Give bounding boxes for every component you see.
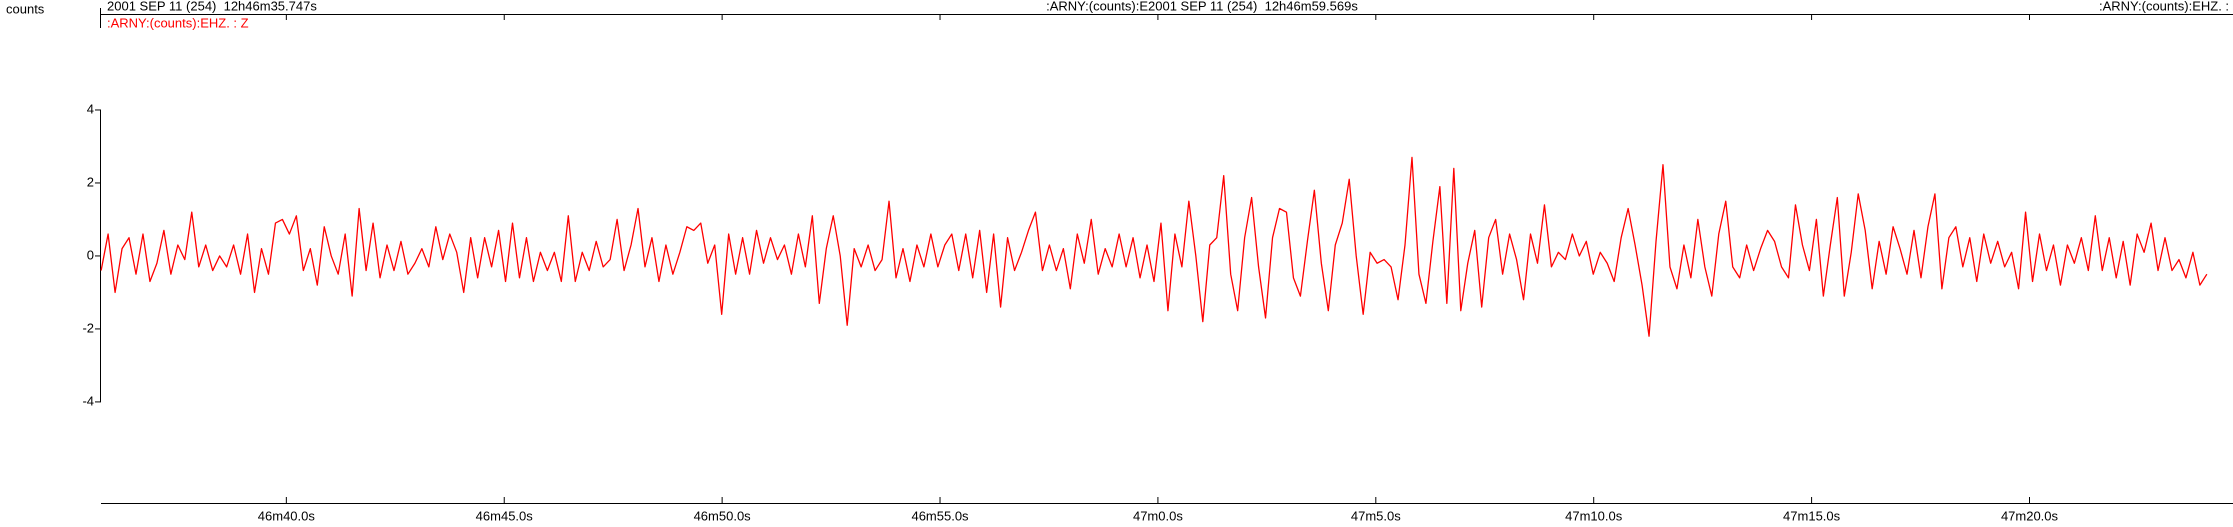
- header-start-time: 2001 SEP 11 (254) 12h46m35.747s: [107, 0, 317, 13]
- x-tick-label: 47m0.0s: [1133, 508, 1183, 523]
- x-tick-label: 47m10.0s: [1565, 508, 1623, 523]
- y-tick-label: -2: [82, 320, 94, 335]
- x-tick-label: 46m45.0s: [476, 508, 534, 523]
- channel-label: :ARNY:(counts):EHZ. : Z: [107, 15, 249, 30]
- x-tick-label: 46m50.0s: [694, 508, 752, 523]
- waveform: [100, 156, 2208, 337]
- y-tick-label: 0: [87, 247, 94, 262]
- y-tick-label: 4: [87, 101, 94, 116]
- y-tick-label: -4: [82, 393, 94, 408]
- header-mid-channel: :ARNY:(counts):E: [1046, 0, 1148, 13]
- header-mid-time: 2001 SEP 11 (254) 12h46m59.569s: [1148, 0, 1358, 13]
- x-tick-label: 47m20.0s: [2001, 508, 2059, 523]
- header-end-channel: :ARNY:(counts):EHZ. : (: [2099, 0, 2233, 13]
- x-tick-label: 47m15.0s: [1783, 508, 1841, 523]
- x-tick-label: 46m55.0s: [911, 508, 969, 523]
- x-tick-label: 46m40.0s: [258, 508, 316, 523]
- y-tick-label: 2: [87, 174, 94, 189]
- x-tick-label: 47m5.0s: [1351, 508, 1401, 523]
- y-axis-label: counts: [6, 1, 45, 16]
